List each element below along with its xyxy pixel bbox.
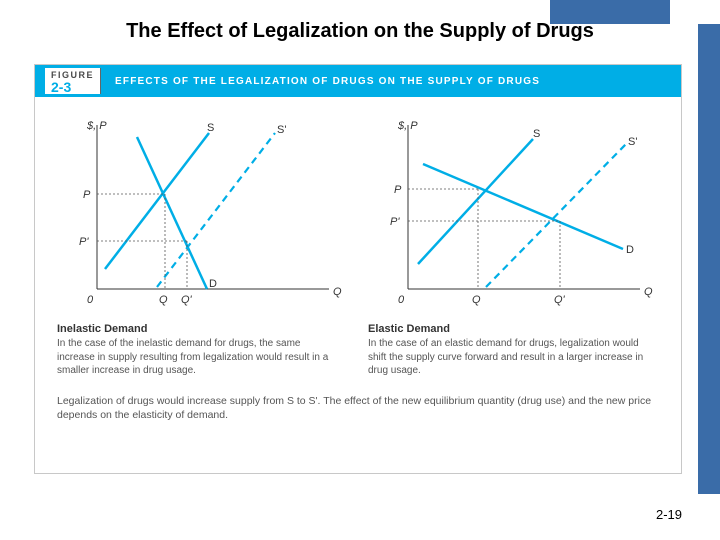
chart-elastic: $, P 0 Q D S S' <box>368 109 658 319</box>
q-label: Q <box>472 294 481 306</box>
q-label: Q <box>159 294 168 306</box>
demand-label: D <box>626 244 634 256</box>
y-axis-label: $, P <box>86 120 107 132</box>
brand-bar-right <box>698 24 720 494</box>
caption-title: Elastic Demand <box>368 323 649 335</box>
x-axis-label: Q <box>644 286 653 298</box>
page-number: 2-19 <box>656 507 682 522</box>
figure-header: FIGURE 2-3 EFFECTS OF THE LEGALIZATION O… <box>35 65 681 97</box>
figure-label-box: FIGURE 2-3 <box>45 68 101 94</box>
p-label: P <box>394 184 402 196</box>
demand-label: D <box>209 278 217 290</box>
supply-prime-label: S' <box>628 136 637 148</box>
caption-elastic: Elastic Demand In the case of an elastic… <box>368 323 659 378</box>
panel-elastic: $, P 0 Q D S S' <box>368 109 659 378</box>
y-axis-label: $, P <box>397 120 418 132</box>
x-axis-label: Q <box>333 286 342 298</box>
chart-elastic-svg: $, P 0 Q D S S' <box>368 109 658 319</box>
figure-title: EFFECTS OF THE LEGALIZATION OF DRUGS ON … <box>115 76 540 87</box>
chart-inelastic: $, P 0 Q D S S' <box>57 109 347 319</box>
origin-label: 0 <box>87 294 94 306</box>
panel-inelastic: $, P 0 Q D S S' <box>57 109 348 378</box>
supply-label: S <box>533 128 540 140</box>
figure-container: FIGURE 2-3 EFFECTS OF THE LEGALIZATION O… <box>34 64 682 474</box>
q-prime-label: Q' <box>181 294 193 306</box>
caption-body: In the case of an elastic demand for dru… <box>368 337 649 378</box>
slide-frame: The Effect of Legalization on the Supply… <box>0 0 720 540</box>
p-prime-label: P' <box>79 236 89 248</box>
figure-bottom-caption: Legalization of drugs would increase sup… <box>35 384 681 423</box>
caption-inelastic: Inelastic Demand In the case of the inel… <box>57 323 348 378</box>
supply-prime-label: S' <box>277 124 286 136</box>
caption-title: Inelastic Demand <box>57 323 338 335</box>
supply-label: S <box>207 122 214 134</box>
p-prime-label: P' <box>390 216 400 228</box>
panels-row: $, P 0 Q D S S' <box>35 97 681 384</box>
figure-number: 2-3 <box>51 80 94 94</box>
q-prime-label: Q' <box>554 294 566 306</box>
caption-body: In the case of the inelastic demand for … <box>57 337 338 378</box>
p-label: P <box>83 189 91 201</box>
chart-inelastic-svg: $, P 0 Q D S S' <box>57 109 347 319</box>
slide-title: The Effect of Legalization on the Supply… <box>0 20 720 43</box>
origin-label: 0 <box>398 294 405 306</box>
